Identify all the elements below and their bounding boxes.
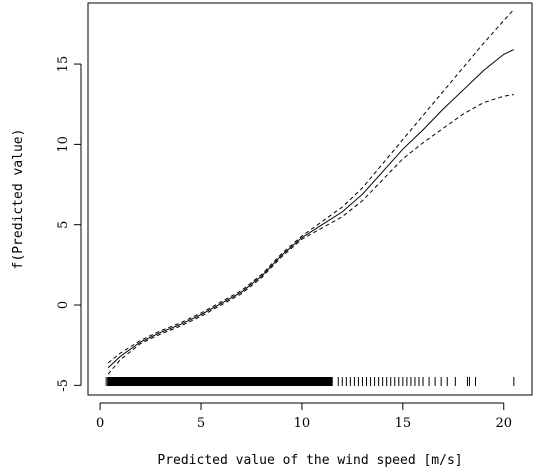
y-axis: -5 0 5 10 15 xyxy=(56,56,82,392)
y-tick-label: 15 xyxy=(56,56,71,73)
rug-dense-band xyxy=(107,377,333,386)
curves xyxy=(107,9,515,375)
y-tick-label: 5 xyxy=(56,221,71,229)
x-axis: 0 5 10 15 20 xyxy=(96,402,512,431)
x-tick-label: 20 xyxy=(495,416,512,431)
y-tick-label: 0 xyxy=(56,301,71,309)
x-tick-label: 10 xyxy=(294,416,311,431)
y-axis-title: f(Predicted value) xyxy=(11,129,26,270)
y-tick-label: 10 xyxy=(56,136,71,153)
y-tick-label: -5 xyxy=(56,379,71,392)
x-tick-label: 15 xyxy=(395,416,412,431)
x-tick-label: 0 xyxy=(96,416,104,431)
x-axis-title: Predicted value of the wind speed [m/s] xyxy=(157,453,462,468)
plot-frame xyxy=(87,2,533,396)
fit-line xyxy=(107,49,515,369)
confidence-band-line xyxy=(107,9,515,364)
x-tick-label: 5 xyxy=(197,416,205,431)
confidence-band-line xyxy=(107,94,514,375)
rug-marks xyxy=(105,377,515,386)
